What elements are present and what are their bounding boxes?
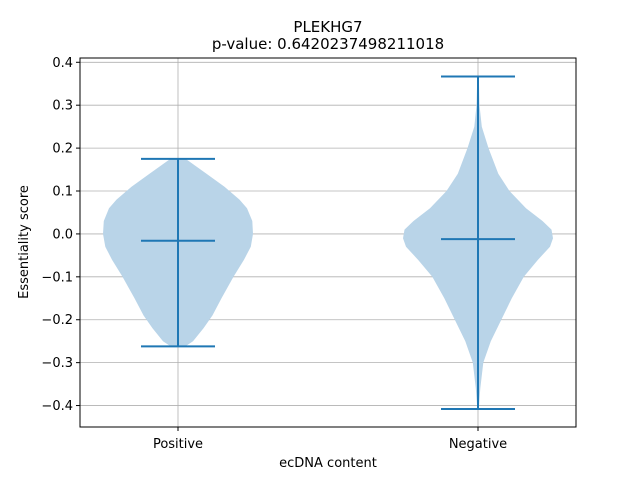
- x-tick-label: Positive: [153, 437, 203, 452]
- y-tick-label: −0.2: [41, 313, 73, 328]
- y-axis-label: Essentiality score: [17, 185, 32, 299]
- y-tick-label: 0.1: [52, 185, 73, 200]
- chart-title: PLEKHG7: [293, 18, 362, 36]
- x-axis-label: ecDNA content: [279, 456, 377, 471]
- y-tick-label: 0.2: [52, 142, 73, 157]
- chart-subtitle: p-value: 0.6420237498211018: [212, 35, 444, 53]
- plot-frame: [79, 57, 577, 428]
- y-tick-label: 0.4: [52, 56, 73, 71]
- x-tick-label: Negative: [449, 437, 507, 452]
- y-tick-label: 0.0: [52, 227, 73, 242]
- y-tick-label: −0.3: [41, 356, 73, 371]
- y-tick-label: 0.3: [52, 99, 73, 114]
- violins: [103, 75, 553, 410]
- y-tick-label: −0.1: [41, 270, 73, 285]
- axes: −0.4 −0.3 −0.2 −0.1 0.0 0.1 0.2 0.3 0.4 Positive N…: [41, 56, 507, 452]
- y-tick-label: −0.4: [41, 399, 73, 414]
